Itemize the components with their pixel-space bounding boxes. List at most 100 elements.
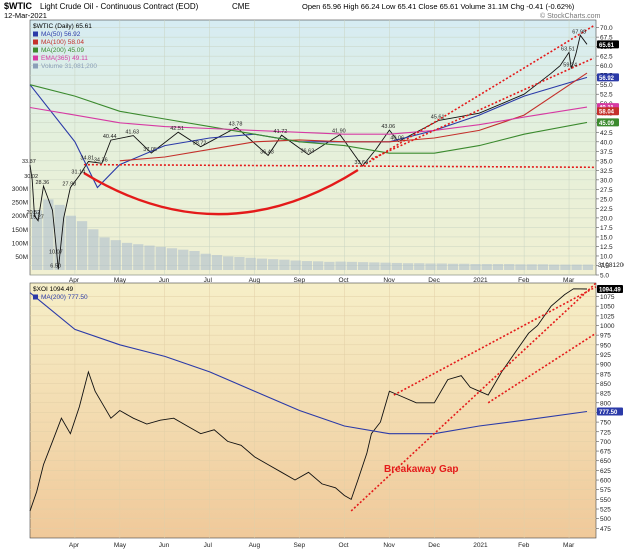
wtic-x-tick-label: Aug (249, 277, 261, 284)
wtic-y-tick-label: 37.5 (600, 149, 613, 156)
header-symbol: $WTIC (4, 1, 32, 11)
wtic-price-label: 43.78 (229, 121, 243, 127)
wtic-trendlines (83, 25, 597, 216)
xoi-y-tick-label: 500 (600, 516, 611, 523)
wtic-right-badge-text: 45.09 (599, 121, 615, 127)
wtic-price-label: 43.06 (381, 124, 395, 130)
volume-bar (492, 264, 504, 270)
wtic-x-tick-label: Jul (204, 277, 213, 284)
legend-swatch (33, 31, 38, 37)
wtic-x-tick-label: Mar (563, 277, 575, 284)
wtic-x-axis: Apr May Jun Jul Aug Sep Oct Nov Dec 2021 Feb Mar (69, 277, 575, 284)
volume-bar (470, 264, 481, 270)
volume-bar (515, 264, 526, 270)
xoi-y-tick-label: 800 (600, 400, 611, 407)
wtic-price-label: 33.64 (354, 160, 368, 166)
wtic-price-label: 38.72 (193, 141, 207, 147)
wtic-series-line (29, 84, 588, 154)
wtic-y-tick-label: 32.5 (600, 168, 613, 175)
wtic-trendline (361, 25, 595, 167)
xoi-y-tick-label: 600 (600, 478, 611, 485)
wtic-right-badge (597, 40, 619, 49)
xoi-trendline (487, 332, 597, 404)
wtic-x-tick-label: Jun (159, 277, 170, 284)
wtic-price-label: 31.14 (71, 170, 85, 176)
xoi-y-tick-label: 1075 (600, 294, 615, 301)
annotation-breakaway-gap: Breakaway Gap (384, 464, 459, 475)
wtic-price-label: 45.61 (431, 114, 445, 120)
wtic-price-label: 41.63 (125, 130, 139, 136)
legend-entry: MA(100) 58.04 (41, 39, 84, 46)
volume-bar (76, 221, 88, 270)
xoi-x-tick-label: Oct (338, 542, 348, 549)
wtic-price-label: 41.72 (274, 129, 288, 135)
volume-bar (121, 242, 133, 270)
volume-bar (324, 261, 335, 270)
xoi-x-tick-label: Nov (383, 542, 395, 549)
xoi-y-tick-label: 650 (600, 458, 611, 465)
xoi-x-tick-label: Dec (428, 542, 440, 549)
wtic-x-tick-label: 2021 (473, 277, 488, 284)
wtic-y-tick-label: 12.5 (600, 244, 613, 251)
wtic-y-tick-label: 52.5 (600, 92, 613, 99)
volume-bar (369, 262, 380, 270)
wtic-price-label: 30.02 (24, 174, 38, 180)
xoi-x-tick-label: Sep (294, 542, 306, 549)
volume-last-label: 31081200 (598, 262, 624, 269)
wtic-right-badge-text: 65.61 (599, 43, 615, 49)
xoi-plot-area (29, 282, 597, 539)
xoi-panel: 1075 1050 1025 1000 975 950 925 900 875 850 825 800… (29, 282, 623, 539)
xoi-right-badge (597, 407, 623, 416)
legend-swatch (33, 39, 38, 45)
wtic-x-tick-label: Nov (383, 277, 395, 284)
wtic-y-tick-label: 35.0 (600, 158, 613, 165)
volume-bar (234, 256, 245, 270)
xoi-x-tick-label: Aug (249, 542, 261, 549)
volume-bar (88, 229, 99, 270)
volume-bar (346, 261, 357, 270)
xoi-y-tick-label: 725 (600, 429, 611, 436)
wtic-y-tick-label: 27.5 (600, 187, 613, 194)
legend-entry: Volume 31,081,200 (41, 63, 97, 70)
wtic-price-label: 6.50 (50, 263, 61, 269)
wtic-right-badge (597, 107, 619, 116)
xoi-x-tick-label: 2021 (473, 542, 488, 549)
wtic-y-tick-label: 5.0 (600, 273, 609, 280)
watermark: © StockCharts.com (540, 12, 601, 20)
volume-bar (526, 264, 537, 270)
volume-bar (459, 263, 470, 270)
volume-bar (335, 261, 346, 270)
xoi-series-line (29, 288, 588, 512)
xoi-right-badge-text: 1094.49 (599, 287, 621, 293)
wtic-price-label: 20.52 (26, 210, 40, 216)
wtic-trendline (83, 163, 597, 169)
wtic-y-tick-label: 60.0 (600, 63, 613, 70)
volume-bar (256, 258, 268, 270)
volume-bar (571, 264, 582, 270)
wtic-price-label: 34.81 (80, 156, 94, 162)
wtic-right-badge (597, 118, 619, 127)
volume-bar (447, 263, 459, 270)
xoi-y-tick-label: 825 (600, 391, 611, 398)
wtic-right-badge (597, 73, 619, 82)
wtic-plot-area (29, 19, 597, 276)
wtic-price-label: 40.44 (103, 134, 117, 140)
wtic-y-tick-label: 67.5 (600, 35, 613, 42)
wtic-y-tick-label: 20.0 (600, 215, 613, 222)
wtic-price-label: 41.90 (332, 129, 346, 135)
volume-bar (54, 204, 65, 270)
volume-bar (245, 257, 256, 270)
wtic-right-badge-text: 58.04 (599, 110, 615, 116)
wtic-y-tick-label: 40.0 (600, 139, 613, 146)
xoi-y-tick-label: 900 (600, 362, 611, 369)
wtic-price-label: 10.07 (49, 250, 63, 256)
wtic-x-tick-label: Sep (294, 277, 306, 284)
volume-bar (425, 263, 436, 270)
volume-bar (99, 237, 110, 270)
volume-bar (133, 244, 144, 270)
volume-bar (537, 264, 549, 270)
legend-entry: MA(50) 56.92 (41, 31, 81, 38)
wtic-price-label: 28.36 (35, 180, 49, 186)
